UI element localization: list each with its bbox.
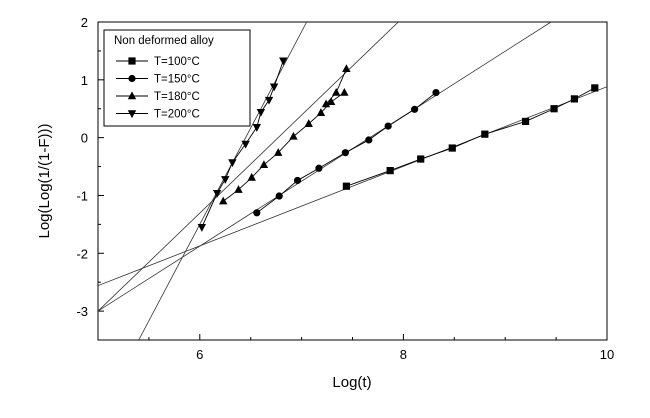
point-t-200-c: [241, 140, 250, 149]
point-t-200-c: [256, 108, 266, 117]
axis-ticks: 6 8 10 -3 -2 -1 0 1 2: [76, 15, 614, 362]
point-t-100-c: [417, 155, 425, 163]
point-t-100-c: [386, 166, 394, 175]
point-t-200-c: [228, 159, 237, 168]
y-tick-label-neg1: -1: [76, 188, 88, 203]
point-t-100-c: [570, 95, 579, 103]
legend-marker-t-100-c: [128, 57, 136, 65]
data-series: [197, 57, 599, 232]
point-t-100-c: [591, 84, 599, 92]
y-tick-label-neg3: -3: [76, 304, 88, 319]
point-t-150-c: [341, 149, 349, 157]
legend-label-t-100-c: T=100°C: [154, 56, 200, 68]
series-t-180-c: [219, 64, 351, 205]
point-t-100-c: [481, 130, 489, 138]
series-line-t-200-c: [201, 60, 284, 228]
point-t-200-c: [197, 224, 207, 232]
point-t-100-c: [448, 144, 456, 152]
y-tick-label-0: 0: [81, 131, 88, 146]
point-t-200-c: [252, 124, 262, 132]
point-t-180-c: [247, 172, 256, 181]
point-t-180-c: [342, 64, 351, 73]
point-t-200-c: [269, 83, 279, 92]
point-t-200-c: [279, 57, 288, 66]
point-t-180-c: [234, 185, 243, 193]
x-tick-label-6: 6: [196, 347, 203, 362]
point-t-180-c: [321, 99, 331, 108]
fit-line-t-150-c: [98, 22, 552, 312]
point-t-180-c: [326, 97, 336, 105]
point-t-150-c: [315, 164, 323, 172]
point-t-200-c: [264, 96, 274, 105]
point-t-150-c: [253, 209, 261, 217]
point-t-180-c: [316, 108, 326, 116]
series-line-t-100-c: [346, 87, 595, 187]
point-t-180-c: [273, 148, 283, 156]
point-t-150-c: [365, 136, 373, 144]
series-t-100-c: [342, 84, 599, 190]
legend-label-t-200-c: T=200°C: [154, 109, 200, 121]
point-t-150-c: [410, 105, 419, 113]
point-t-100-c: [521, 117, 530, 126]
point-t-200-c: [221, 176, 230, 184]
point-t-180-c: [304, 119, 313, 127]
point-t-180-c: [259, 160, 269, 169]
point-t-180-c: [340, 87, 349, 96]
series-line-t-180-c-b: [325, 68, 347, 105]
y-tick-label-1: 1: [81, 73, 88, 88]
legend-label-t-150-c: T=150°C: [154, 74, 200, 86]
point-t-180-c: [289, 131, 298, 140]
point-t-200-c: [212, 189, 222, 198]
x-tick-label-10: 10: [600, 347, 614, 362]
series-t-150-c: [253, 88, 440, 217]
series-t-200-c: [197, 57, 288, 232]
x-axis-title: Log(t): [332, 374, 371, 391]
point-t-150-c: [275, 192, 283, 200]
legend-marker-t-180-c: [127, 91, 137, 100]
legend-title: Non deformed alloy: [114, 35, 214, 47]
legend-label-t-180-c: T=180°C: [154, 91, 200, 103]
y-tick-label-2: 2: [81, 15, 88, 30]
point-t-150-c: [293, 176, 302, 185]
y-axis-title: Log(Log(1/(1-F))): [36, 123, 53, 238]
point-t-180-c: [219, 196, 228, 205]
point-t-150-c: [432, 88, 440, 97]
point-t-150-c: [384, 122, 392, 130]
legend-marker-t-200-c: [127, 110, 137, 119]
legend-marker-t-150-c: [128, 74, 136, 83]
point-t-100-c: [342, 182, 350, 190]
point-t-100-c: [550, 105, 558, 113]
x-tick-label-8: 8: [400, 347, 407, 362]
point-t-180-c: [332, 87, 341, 96]
legend: Non deformed alloy T=100°C T=150°C T=180°C T…: [103, 29, 251, 127]
y-tick-label-neg2: -2: [76, 246, 88, 261]
